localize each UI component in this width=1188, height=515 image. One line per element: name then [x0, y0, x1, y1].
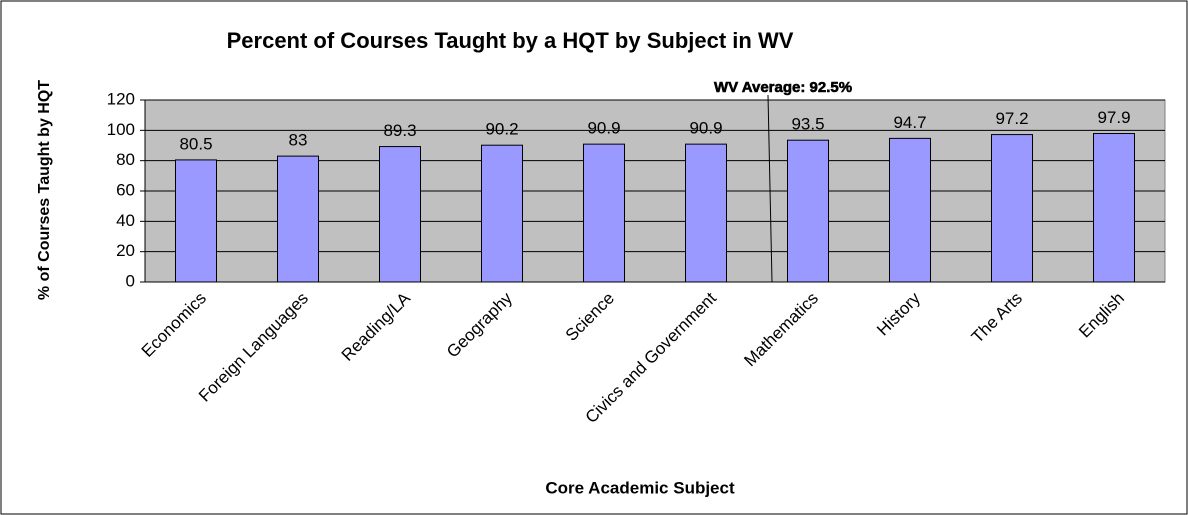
y-tick-label: 120 [107, 89, 135, 108]
bar [1093, 133, 1135, 283]
y-tick-label: 80 [116, 150, 135, 169]
bar [685, 143, 727, 283]
bar [889, 137, 931, 283]
value-label: 97.2 [995, 109, 1028, 128]
value-label: 93.5 [791, 115, 824, 134]
annotation: WV Average: 92.5% [714, 79, 852, 96]
bar [583, 143, 625, 283]
bar [175, 159, 217, 283]
bar [277, 155, 319, 283]
y-tick-label: 40 [116, 211, 135, 230]
value-label: 80.5 [179, 134, 212, 153]
bar [481, 144, 523, 283]
value-label: 94.7 [893, 113, 926, 132]
value-label: 97.9 [1097, 108, 1130, 127]
y-tick-label: 0 [126, 271, 135, 290]
value-label: 90.2 [485, 120, 518, 139]
bar [379, 146, 421, 283]
y-tick-label: 100 [107, 120, 135, 139]
bar [787, 139, 829, 283]
value-label: 90.9 [587, 119, 620, 138]
value-label: 83 [289, 131, 308, 150]
chart-title: Percent of Courses Taught by a HQT by Su… [227, 28, 794, 53]
value-label: 90.9 [689, 119, 722, 138]
y-tick-label: 20 [116, 241, 135, 260]
y-axis-title: % of Courses Taught by HQT [36, 80, 53, 300]
value-label: 89.3 [383, 121, 416, 140]
y-tick-label: 60 [116, 180, 135, 199]
bar [991, 134, 1033, 283]
x-axis-title: Core Academic Subject [545, 478, 735, 497]
average-line [767, 94, 773, 283]
